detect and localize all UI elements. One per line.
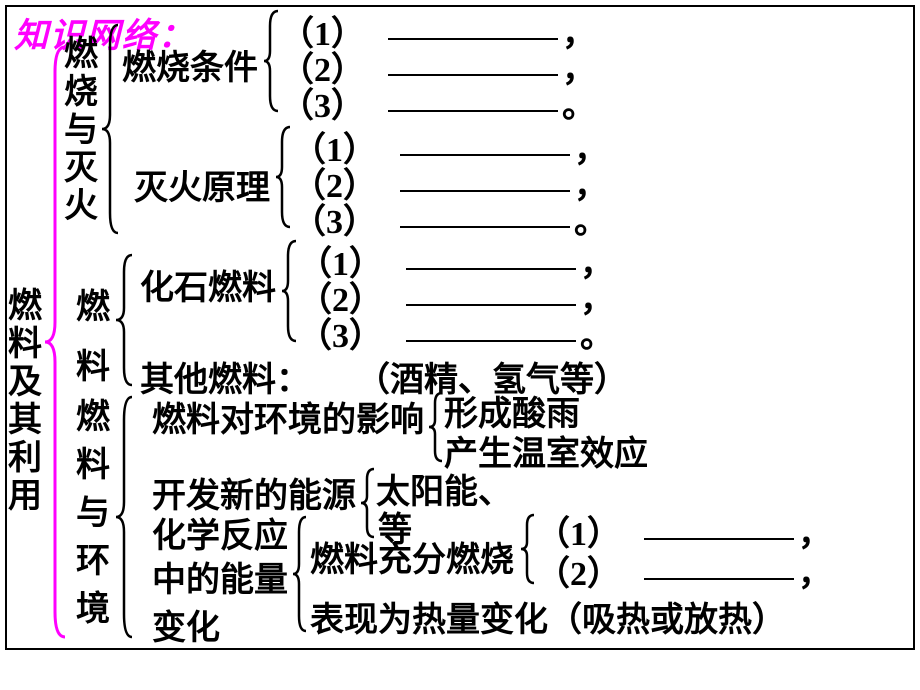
brace-c1 [426,388,446,466]
a1-u1 [388,38,558,40]
brace-a1 [260,6,282,116]
c3-sub: 燃料充分燃烧 [310,532,514,581]
l2-c1: 燃料对环境的影响 [152,392,424,441]
l2-a2: 灭火原理 [134,160,270,209]
brace-c2 [358,464,378,542]
brace-b1 [278,236,300,346]
a1-p3: 。 [562,78,596,127]
l1-a: 燃烧与灭火 [64,36,100,226]
a1-u2 [388,74,558,76]
b1-u3 [406,340,576,342]
l2-c3a: 化学反应 [152,508,288,557]
b1-u2 [406,304,576,306]
brace-l1a [98,20,122,238]
a1-3: （3） [280,78,365,127]
c3-last: 表现为热量变化（吸热或放热） [310,592,786,641]
brace-l1c [112,392,136,642]
b1-u1 [406,268,576,270]
c3r-p2: ， [798,546,832,595]
brace-l1b [112,250,136,390]
a2-u3 [400,226,570,228]
a2-u2 [400,190,570,192]
c3r-2: （2） [536,546,621,595]
l2-a1: 燃烧条件 [122,40,258,89]
root-label: 燃料及其利用 [8,288,44,516]
a1-u3 [388,110,558,112]
l2-c3c: 变化 [152,600,220,649]
brace-c3r [518,510,538,588]
l2-b1: 化石燃料 [140,260,276,309]
b1-p3: 。 [580,308,614,357]
c3r-u2 [644,578,794,580]
b1-3: （3） [298,308,383,357]
l1-b: 燃料 [76,278,112,398]
brace-c3 [290,512,310,636]
l2-c3b: 中的能量 [152,552,288,601]
brace-a2 [272,122,294,232]
c3r-u1 [644,538,794,540]
l1-c: 燃料与环境 [76,394,112,634]
a2-u1 [400,154,570,156]
